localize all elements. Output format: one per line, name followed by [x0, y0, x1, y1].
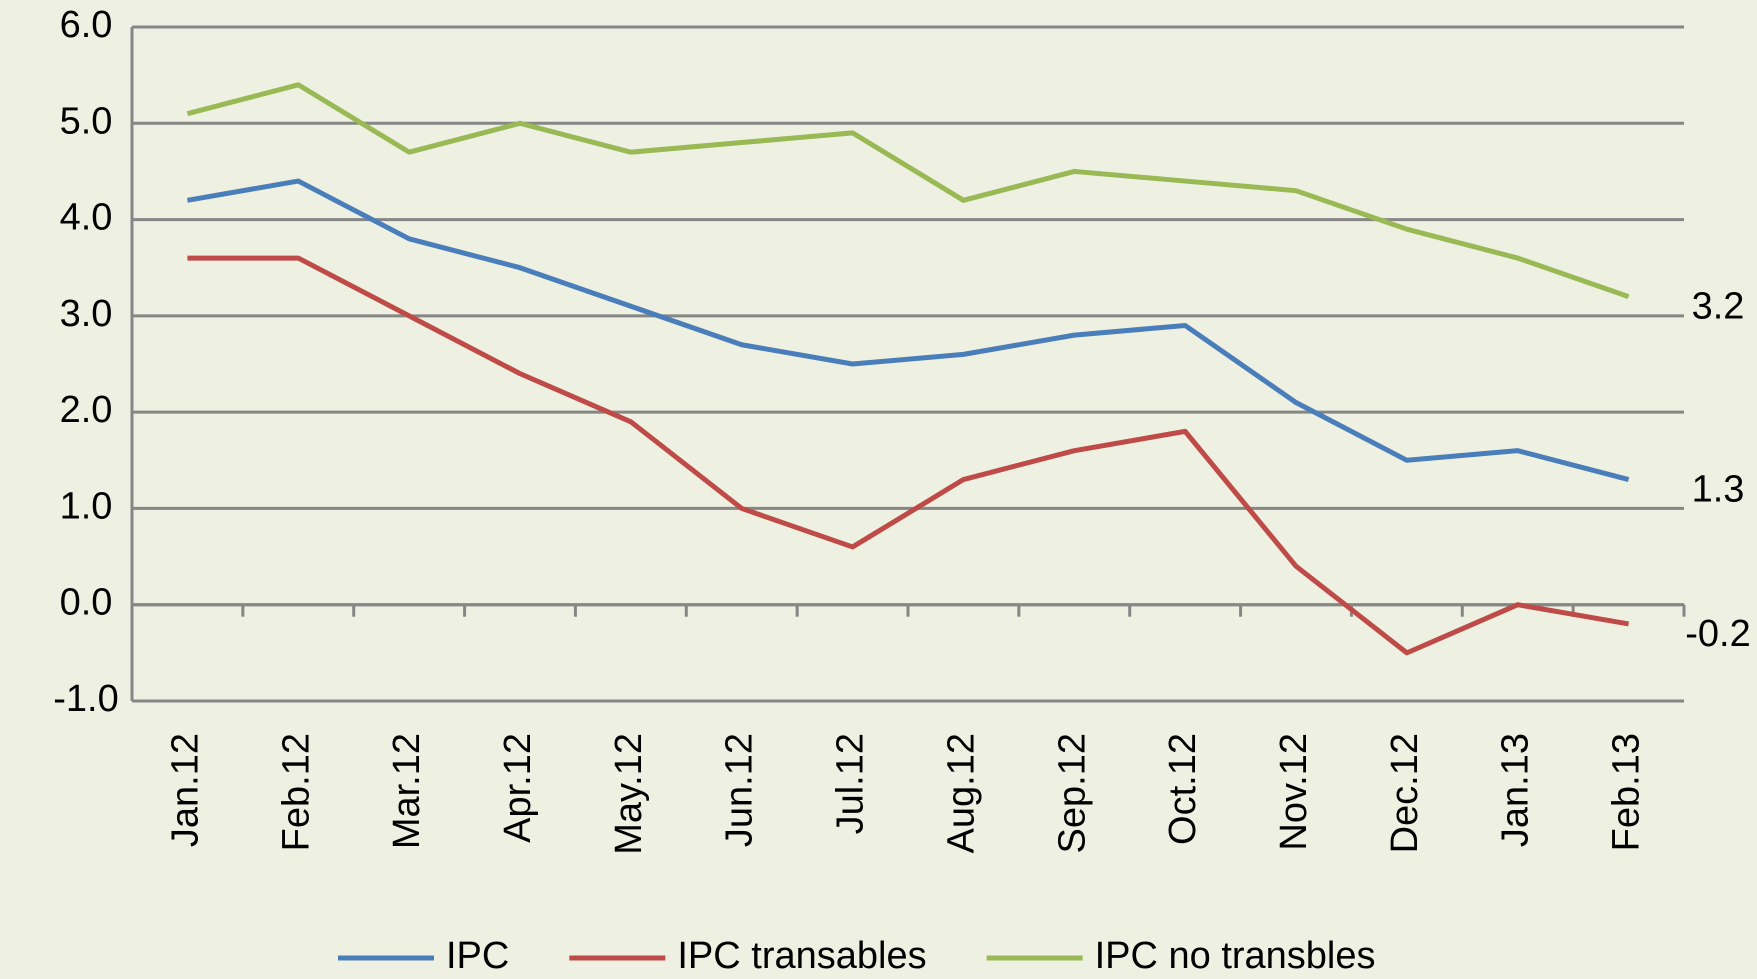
end-label: -0.2 — [1685, 613, 1750, 655]
line-series — [187, 255, 1629, 656]
legend-label: IPC no transbles — [1095, 935, 1376, 977]
x-tick-label: Feb.13 — [1606, 733, 1648, 851]
x-tick-label: Jul.12 — [830, 733, 872, 834]
legend-label: IPC transables — [677, 935, 926, 977]
end-label: 1.3 — [1692, 469, 1745, 511]
y-tick-label: -1.0 — [53, 678, 118, 720]
y-tick-label: 0.0 — [60, 582, 113, 624]
x-tick-label: Jun.12 — [719, 733, 761, 847]
y-tick-label: 2.0 — [60, 389, 113, 431]
x-tick-label: Mar.12 — [386, 733, 428, 849]
y-tick-label: 3.0 — [60, 293, 113, 335]
x-tick-label: Dec.12 — [1384, 733, 1426, 853]
end-label: 3.2 — [1692, 286, 1745, 328]
x-tick-label: Jan.12 — [164, 733, 206, 847]
line-series — [187, 178, 1630, 482]
x-tick-label: May.12 — [608, 733, 650, 855]
y-tick-label: 1.0 — [60, 485, 113, 527]
x-tick-label: Apr.12 — [497, 733, 539, 843]
y-tick-label: 6.0 — [60, 4, 113, 46]
x-tick-label: Jan.13 — [1495, 733, 1537, 847]
y-tick-label: 4.0 — [60, 197, 113, 239]
x-tick-label: Nov.12 — [1273, 733, 1315, 851]
x-tick-label: Oct.12 — [1162, 733, 1204, 845]
x-tick-label: Aug.12 — [940, 733, 982, 853]
x-tick-label: Sep.12 — [1051, 733, 1093, 853]
y-tick-label: 5.0 — [60, 100, 113, 142]
line-series — [186, 82, 1630, 299]
legend-label: IPC — [446, 935, 509, 977]
x-tick-label: Feb.12 — [275, 733, 317, 851]
